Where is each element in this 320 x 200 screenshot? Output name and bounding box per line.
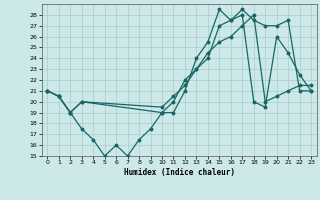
X-axis label: Humidex (Indice chaleur): Humidex (Indice chaleur)	[124, 168, 235, 177]
